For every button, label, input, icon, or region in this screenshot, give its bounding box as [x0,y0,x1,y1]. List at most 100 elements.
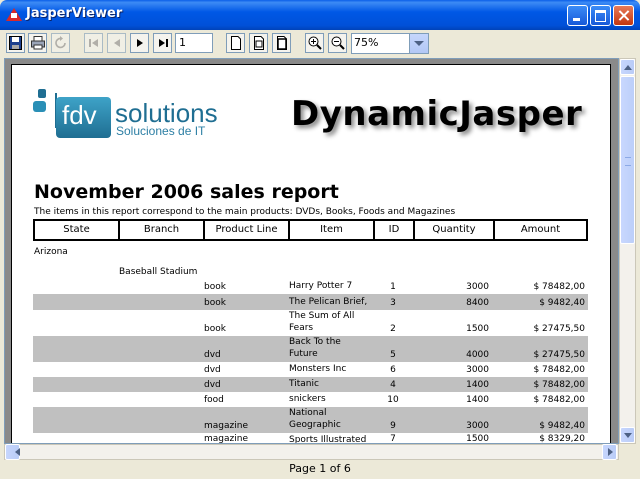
col-id: ID [375,221,415,239]
cell-item: Titanic [289,379,319,389]
table-row: book Harry Potter 7 1 3000 $ 78482,00 [33,280,588,294]
minimize-button[interactable] [567,5,588,26]
cell-product-line: book [204,282,226,292]
jasper-app-icon [6,8,22,21]
cell-item: Sports Illustrated [289,435,367,443]
actual-size-button[interactable] [226,33,245,53]
cell-amount: $ 8329,20 [539,434,585,443]
group-branch: Baseball Stadium [119,267,198,277]
maximize-button[interactable] [590,5,611,26]
cell-quantity: 4000 [466,350,489,360]
scroll-up-button[interactable] [620,59,635,75]
cell-product-line: magazine [204,421,248,431]
first-page-button[interactable] [84,33,103,53]
zoom-in-icon [308,36,322,50]
report-title: November 2006 sales report [34,181,339,203]
col-item: Item [290,221,375,239]
fdv-logo-mark [33,89,57,128]
previous-page-button[interactable] [107,33,126,53]
cell-quantity: 3000 [466,365,489,375]
table-row: book The Pelican Brief, 3 8400 $ 9482,40 [33,294,588,310]
close-button[interactable] [613,5,634,26]
report-subtitle: The items in this report correspond to t… [34,207,456,217]
col-state: State [35,221,120,239]
fit-page-icon [254,36,264,50]
cell-item: National Geographic [289,408,341,430]
scroll-down-button[interactable] [620,427,635,443]
cell-item: Back To the Future [289,337,341,359]
cell-id: 10 [387,395,399,405]
fit-width-button[interactable] [272,33,291,53]
cell-item: Monsters Inc [289,364,347,374]
cell-quantity: 1500 [466,324,489,334]
col-quantity: Quantity [415,221,495,239]
cell-amount: $ 78482,00 [533,365,585,375]
floppy-disk-icon [9,36,22,50]
title-bar[interactable]: JasperViewer [0,0,640,30]
chevron-down-icon[interactable] [409,34,428,53]
logo-solutions-text: solutions [115,98,218,128]
cell-product-line: dvd [204,350,221,360]
brand-title: DynamicJasper [291,94,583,134]
cell-amount: $ 9482,40 [539,298,585,308]
report-clip: magazine Sports Illustrated 7 1500 $ 832… [5,433,618,443]
previous-page-icon [114,39,120,47]
cell-product-line: food [204,395,224,405]
cell-quantity: 1400 [466,380,489,390]
cell-product-line: dvd [204,365,221,375]
cell-quantity: 3000 [466,282,489,292]
actual-size-icon [231,36,241,50]
scroll-left-button[interactable] [5,444,20,460]
next-page-button[interactable] [130,33,149,53]
save-button[interactable] [6,33,25,53]
fdv-logo-badge [56,97,111,138]
cell-item: The Pelican Brief, [289,297,368,307]
zoom-in-button[interactable] [305,33,324,53]
fit-width-icon [277,36,287,50]
page-number-input[interactable]: 1 [175,33,213,53]
reload-icon [55,36,66,49]
cell-id: 7 [390,434,396,443]
cell-id: 4 [390,380,396,390]
cell-id: 3 [390,298,396,308]
last-page-button[interactable] [153,33,172,53]
cell-quantity: 1500 [466,434,489,443]
col-amount: Amount [520,224,561,235]
cell-id: 5 [390,350,396,360]
toolbar: 1 75% [0,30,640,57]
cell-product-line: book [204,324,226,334]
print-button[interactable] [28,33,47,53]
zoom-out-button[interactable] [328,33,347,53]
fit-page-button[interactable] [249,33,268,53]
cell-amount: $ 27475,50 [533,324,585,334]
table-row: book The Sum of All Fears 2 1500 $ 27475… [33,310,588,336]
table-row: dvd Titanic 4 1400 $ 78482,00 [33,377,588,392]
cell-amount: $ 78482,00 [533,395,585,405]
page-indicator: Page 1 of 6 [289,462,351,475]
vertical-scroll-thumb[interactable] [620,76,635,244]
cell-quantity: 1400 [466,395,489,405]
cell-id: 1 [390,282,396,292]
vertical-scrollbar[interactable] [619,58,636,444]
zoom-out-icon [331,36,345,50]
cell-product-line: book [204,298,226,308]
column-header: State Branch Product Line Item ID Quanti… [33,219,588,241]
scroll-right-button[interactable] [602,444,617,460]
horizontal-scrollbar[interactable] [4,444,619,460]
table-row: magazine National Geographic 9 3000 $ 94… [33,407,588,433]
reload-button[interactable] [51,33,70,53]
cell-item: Harry Potter 7 [289,281,353,291]
cell-amount: $ 9482,40 [539,421,585,431]
status-bar: Page 1 of 6 [0,460,640,479]
cell-id: 9 [390,421,396,431]
table-row: dvd Monsters Inc 6 3000 $ 78482,00 [33,362,588,377]
col-branch: Branch [120,221,205,239]
next-page-icon [137,39,143,47]
window-title: JasperViewer [26,6,123,21]
zoom-select[interactable]: 75% [351,33,429,54]
table-row: dvd Back To the Future 5 4000 $ 27475,50 [33,336,588,362]
table-row: magazine Sports Illustrated 7 1500 $ 832… [33,433,588,443]
logo-subtitle: Soluciones de IT [116,124,206,138]
group-state: Arizona [34,247,68,257]
cell-quantity: 8400 [466,298,489,308]
